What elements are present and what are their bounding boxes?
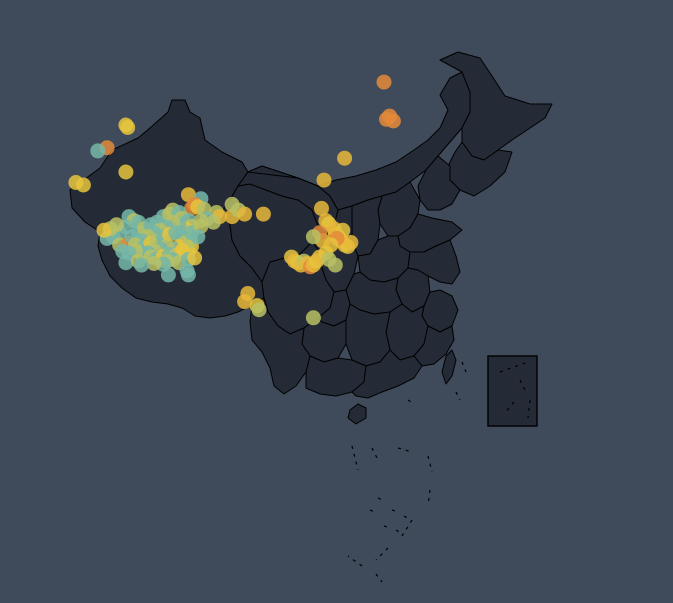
- province-hainan: [347, 403, 367, 425]
- map-marker-olive[interactable]: [205, 214, 221, 230]
- map-marker-teal[interactable]: [115, 243, 131, 259]
- map-marker-yellow[interactable]: [75, 177, 91, 193]
- south-sea-islands: [369, 497, 411, 583]
- map-marker-gold[interactable]: [255, 206, 271, 222]
- map-marker-yellow[interactable]: [187, 250, 203, 266]
- map-marker-gold[interactable]: [237, 294, 253, 310]
- map-marker-gold[interactable]: [237, 206, 253, 222]
- map-marker-gold[interactable]: [314, 200, 329, 216]
- nine-dash-line: [347, 445, 433, 567]
- map-marker-gold[interactable]: [343, 235, 359, 250]
- map-marker-olive[interactable]: [327, 257, 343, 273]
- marker-layer: [68, 74, 401, 326]
- map-marker-olive[interactable]: [109, 217, 124, 233]
- province-heilongjiang: [439, 51, 553, 161]
- map-marker-gold[interactable]: [316, 172, 332, 188]
- map-marker-teal[interactable]: [160, 267, 176, 283]
- province-hunan: [345, 303, 391, 367]
- map-marker-gold[interactable]: [337, 150, 353, 166]
- east-sea-islands: [407, 361, 467, 405]
- province-taiwan: [441, 349, 457, 385]
- map-marker-yellow[interactable]: [96, 222, 112, 238]
- map-marker-teal[interactable]: [180, 267, 196, 283]
- map-marker-teal[interactable]: [118, 255, 134, 271]
- province-liaoning: [417, 155, 461, 211]
- island-chains: [347, 361, 467, 583]
- map-marker-teal[interactable]: [190, 229, 206, 245]
- map-marker-teal[interactable]: [134, 257, 149, 273]
- map-marker-orange[interactable]: [379, 111, 394, 127]
- map-marker-olive[interactable]: [146, 256, 162, 271]
- map-marker-yellow[interactable]: [120, 120, 136, 135]
- province-yunnan: [249, 297, 311, 395]
- map-marker-olive[interactable]: [251, 302, 267, 318]
- inset-frame: [487, 355, 538, 427]
- map-marker-orange[interactable]: [376, 74, 392, 90]
- map-marker-teal[interactable]: [90, 143, 106, 159]
- map-marker-yellow[interactable]: [118, 164, 134, 180]
- province-guangdong: [351, 349, 423, 399]
- south-sea-inset: [487, 355, 538, 427]
- map-marker-olive[interactable]: [305, 229, 321, 245]
- map-marker-olive[interactable]: [305, 310, 321, 326]
